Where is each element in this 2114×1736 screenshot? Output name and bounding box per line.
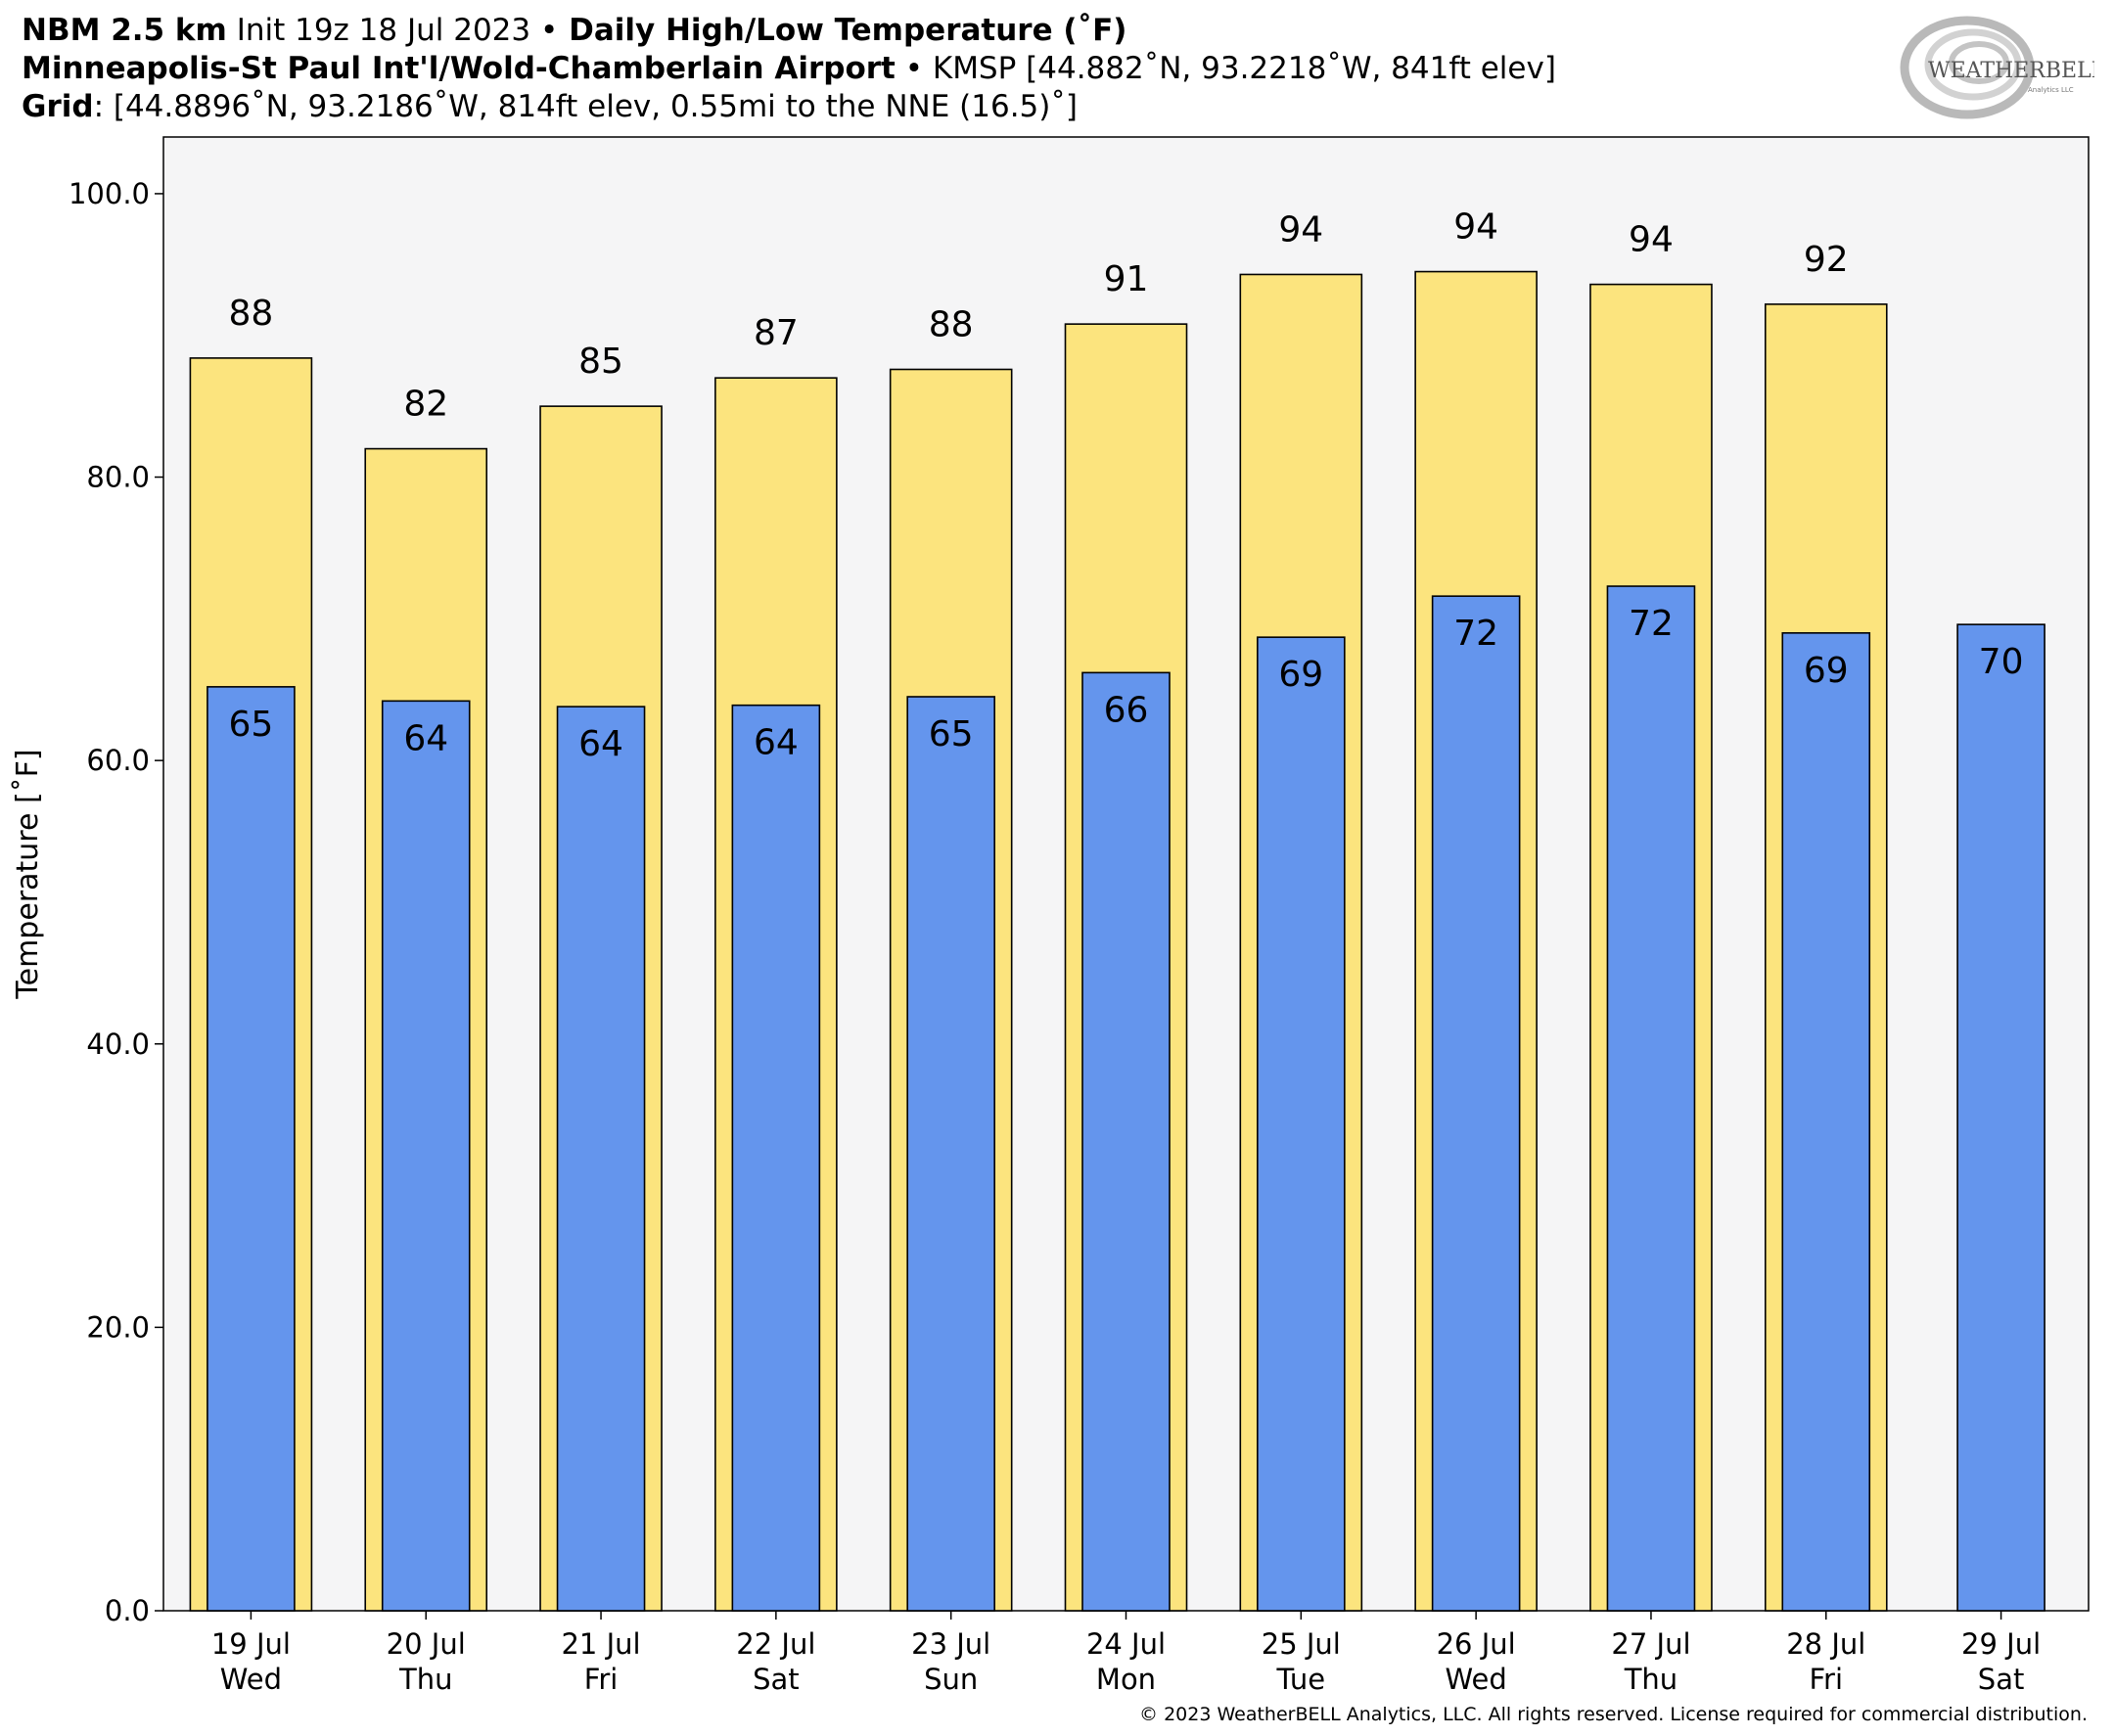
low-temp-label: 72 bbox=[1629, 604, 1674, 644]
x-tick-label-day: Sat bbox=[753, 1663, 800, 1696]
x-tick-label-date: 20 Jul bbox=[387, 1627, 466, 1661]
x-tick-label-date: 25 Jul bbox=[1262, 1627, 1341, 1661]
low-temp-bar bbox=[381, 700, 471, 1612]
high-temp-label: 94 bbox=[1629, 220, 1674, 260]
y-tick-label: 40.0 bbox=[86, 1028, 150, 1061]
x-tick-label-day: Thu bbox=[398, 1663, 452, 1696]
low-temp-bar bbox=[906, 696, 995, 1612]
low-temp-bar bbox=[207, 686, 296, 1612]
header-separator: • bbox=[895, 51, 933, 86]
low-temp-bar bbox=[1081, 671, 1171, 1612]
low-temp-bar bbox=[1781, 632, 1871, 1612]
logo-subtext: Analytics LLC bbox=[2028, 86, 2074, 94]
x-tick-label-day: Fri bbox=[1809, 1663, 1843, 1696]
low-temp-bar bbox=[556, 706, 646, 1612]
high-temp-label: 94 bbox=[1453, 207, 1498, 248]
x-tick-label-date: 26 Jul bbox=[1437, 1627, 1516, 1661]
copyright-notice: © 2023 WeatherBELL Analytics, LLC. All r… bbox=[1139, 1704, 2088, 1725]
y-axis-label: Temperature [˚F] bbox=[11, 749, 45, 999]
high-temp-label: 85 bbox=[578, 342, 623, 382]
low-temp-label: 64 bbox=[403, 718, 448, 758]
low-temp-label: 65 bbox=[929, 714, 974, 754]
low-temp-label: 70 bbox=[1979, 642, 2024, 682]
weatherbell-logo: WEATHERBELL Analytics LLC bbox=[1900, 16, 2094, 119]
station-info: KMSP [44.882˚N, 93.2218˚W, 841ft elev] bbox=[932, 51, 1556, 86]
low-temp-bar bbox=[1956, 623, 2045, 1612]
low-temp-bar bbox=[1257, 636, 1346, 1612]
high-temp-label: 94 bbox=[1278, 209, 1323, 250]
x-tick-label-day: Tue bbox=[1276, 1663, 1326, 1696]
grid-info: : [44.8896˚N, 93.2186˚W, 814ft elev, 0.5… bbox=[93, 89, 1078, 124]
y-tick-label: 100.0 bbox=[69, 177, 150, 210]
x-tick-label-date: 23 Jul bbox=[911, 1627, 990, 1661]
low-temp-label: 66 bbox=[1104, 690, 1149, 730]
x-tick-label-day: Wed bbox=[1446, 1663, 1507, 1696]
model-name: NBM 2.5 km bbox=[22, 13, 227, 48]
x-tick-label-date: 27 Jul bbox=[1611, 1627, 1690, 1661]
high-temp-label: 88 bbox=[229, 294, 274, 334]
low-temp-label: 64 bbox=[754, 723, 799, 763]
x-tick-label-date: 24 Jul bbox=[1086, 1627, 1166, 1661]
header-line-1: NBM 2.5 km Init 19z 18 Jul 2023 • Daily … bbox=[22, 12, 1881, 50]
x-tick-label-day: Wed bbox=[220, 1663, 282, 1696]
x-tick-label-date: 21 Jul bbox=[561, 1627, 640, 1661]
init-time: Init 19z 18 Jul 2023 bbox=[226, 13, 540, 48]
x-tick-label-day: Mon bbox=[1096, 1663, 1156, 1696]
y-tick-label: 20.0 bbox=[86, 1310, 150, 1344]
chart-header: NBM 2.5 km Init 19z 18 Jul 2023 • Daily … bbox=[22, 12, 1881, 126]
x-tick-label-date: 22 Jul bbox=[736, 1627, 815, 1661]
high-temp-label: 88 bbox=[929, 304, 974, 344]
low-temp-label: 69 bbox=[1804, 651, 1849, 691]
x-tick-label-date: 28 Jul bbox=[1786, 1627, 1865, 1661]
logo-wordmark: WEATHERBELL bbox=[1928, 59, 2094, 83]
high-temp-label: 82 bbox=[403, 385, 448, 425]
x-tick-label-day: Sat bbox=[1978, 1663, 2025, 1696]
product-title: Daily High/Low Temperature (˚F) bbox=[558, 13, 1127, 48]
y-tick-label: 80.0 bbox=[86, 461, 150, 494]
high-temp-label: 92 bbox=[1804, 240, 1849, 280]
x-tick-label-day: Thu bbox=[1624, 1663, 1677, 1696]
low-temp-label: 69 bbox=[1278, 655, 1323, 695]
low-temp-label: 65 bbox=[229, 705, 274, 745]
x-tick-label-date: 19 Jul bbox=[211, 1627, 291, 1661]
low-temp-bar bbox=[731, 704, 821, 1612]
y-tick-label: 0.0 bbox=[105, 1594, 150, 1627]
low-temp-bar bbox=[1606, 585, 1696, 1612]
grid-label: Grid bbox=[22, 89, 94, 124]
high-temp-label: 87 bbox=[754, 313, 799, 353]
high-temp-label: 91 bbox=[1104, 259, 1149, 299]
low-temp-bar bbox=[1431, 595, 1521, 1612]
low-temp-label: 64 bbox=[578, 724, 623, 764]
station-name: Minneapolis-St Paul Int'l/Wold-Chamberla… bbox=[22, 51, 896, 86]
y-tick-label: 60.0 bbox=[86, 744, 150, 777]
header-line-2: Minneapolis-St Paul Int'l/Wold-Chamberla… bbox=[22, 50, 1881, 88]
header-separator: • bbox=[540, 13, 559, 48]
x-tick-label-day: Fri bbox=[584, 1663, 619, 1696]
x-tick-label-day: Sun bbox=[924, 1663, 978, 1696]
header-line-3: Grid: [44.8896˚N, 93.2186˚W, 814ft elev,… bbox=[22, 88, 1881, 126]
low-temp-label: 72 bbox=[1453, 614, 1498, 654]
x-tick-label-date: 29 Jul bbox=[1961, 1627, 2041, 1661]
